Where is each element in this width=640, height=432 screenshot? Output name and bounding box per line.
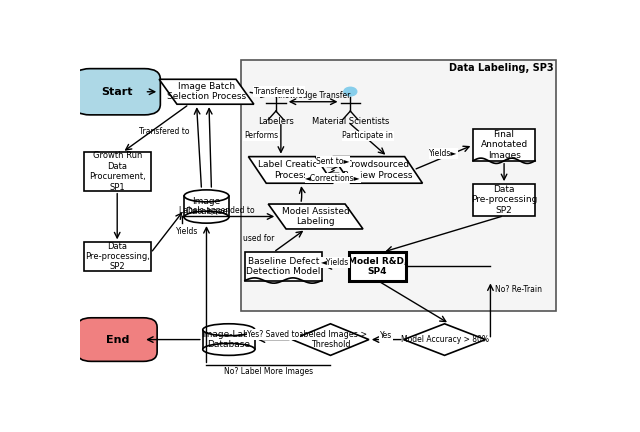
Text: No? Label More Images: No? Label More Images	[224, 367, 313, 376]
Text: Material Scientists: Material Scientists	[312, 117, 389, 126]
Bar	[84, 242, 150, 270]
Bar	[84, 152, 150, 191]
Polygon shape	[248, 157, 333, 183]
Text: Data
Pre-processing
SP2: Data Pre-processing SP2	[471, 185, 537, 215]
Polygon shape	[159, 79, 254, 104]
Text: Yes? Saved to: Yes? Saved to	[247, 330, 300, 339]
Text: ◄Corrections►: ◄Corrections►	[305, 174, 361, 183]
Ellipse shape	[203, 324, 255, 336]
Text: Model Accuracy > 80%: Model Accuracy > 80%	[401, 335, 488, 344]
Text: Model R&D,
SP4: Model R&D, SP4	[348, 257, 407, 276]
Text: Image Batch
Selection Process: Image Batch Selection Process	[167, 82, 246, 102]
Text: Yes: Yes	[380, 331, 392, 340]
Text: Start: Start	[102, 87, 133, 97]
Polygon shape	[292, 324, 369, 356]
Ellipse shape	[184, 211, 229, 223]
Text: Knowledge Transfer: Knowledge Transfer	[275, 91, 351, 100]
Text: Data Labeling, SP3: Data Labeling, SP3	[449, 64, 554, 73]
FancyBboxPatch shape	[77, 318, 157, 361]
Text: Baseline Defect
Detection Model: Baseline Defect Detection Model	[246, 257, 321, 276]
Text: Crowdsourced
Review Process: Crowdsourced Review Process	[343, 160, 412, 180]
Text: Participate in: Participate in	[342, 131, 393, 140]
Text: End: End	[106, 334, 129, 345]
Text: Image-Label
Database: Image-Label Database	[201, 330, 257, 349]
Text: Label Creation
Process: Label Creation Process	[258, 160, 324, 180]
Text: Data
Pre-processing,
SP2: Data Pre-processing, SP2	[84, 241, 150, 271]
Text: Yields: Yields	[176, 227, 198, 236]
Polygon shape	[333, 157, 422, 183]
Text: Yields►: Yields►	[429, 149, 458, 158]
Bar	[245, 252, 322, 280]
Circle shape	[344, 87, 356, 96]
Text: Final
Annotated
Images: Final Annotated Images	[481, 130, 528, 160]
FancyBboxPatch shape	[74, 69, 161, 115]
Ellipse shape	[203, 343, 255, 356]
Text: Performs: Performs	[244, 131, 278, 140]
Text: Labels appended to: Labels appended to	[179, 206, 254, 215]
Bar	[473, 129, 535, 161]
Text: Image
Database: Image Database	[185, 197, 228, 216]
Text: No? Re-Train: No? Re-Train	[495, 285, 543, 294]
Polygon shape	[268, 204, 363, 229]
Bar	[184, 196, 229, 223]
Bar	[203, 330, 255, 356]
Polygon shape	[404, 324, 486, 356]
Text: Growth Run
Data
Procurement,
SP1: Growth Run Data Procurement, SP1	[89, 152, 145, 192]
Ellipse shape	[184, 190, 229, 202]
Text: Labelers: Labelers	[258, 117, 294, 126]
Text: Transfered to: Transfered to	[139, 127, 189, 136]
Text: used for: used for	[243, 234, 275, 243]
Text: Model Assisted
Labeling: Model Assisted Labeling	[282, 207, 349, 226]
Circle shape	[269, 87, 282, 96]
Text: ◄Yields: ◄Yields	[321, 258, 349, 267]
Bar	[241, 60, 556, 311]
Bar	[349, 252, 406, 280]
Text: Sent to►: Sent to►	[316, 157, 349, 166]
Text: Transfered to: Transfered to	[254, 87, 304, 96]
Bar	[473, 184, 535, 216]
Text: Labeled Images >
Threshold: Labeled Images > Threshold	[294, 330, 367, 349]
